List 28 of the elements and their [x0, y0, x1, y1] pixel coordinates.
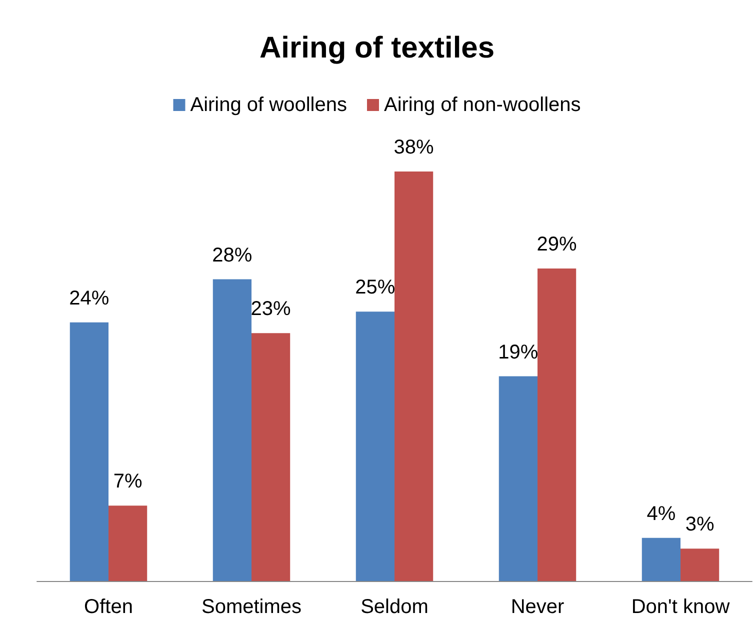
data-label: 25%: [355, 276, 396, 299]
data-label: 3%: [685, 514, 714, 536]
bar: [70, 322, 108, 581]
data-label: 29%: [536, 234, 578, 256]
bar: [680, 548, 720, 581]
x-tick-label: Don't know: [631, 596, 730, 618]
data-label: 28%: [212, 244, 252, 266]
bar: [642, 538, 680, 581]
bar: [356, 312, 394, 581]
bar: [498, 376, 538, 581]
data-label: 24%: [69, 287, 110, 310]
x-tick-label: Seldom: [360, 596, 428, 618]
legend-label: Airing of woollens: [190, 94, 347, 116]
bar: [108, 506, 148, 581]
data-label: 19%: [498, 341, 538, 364]
legend-label: Airing of non-woollens: [384, 94, 581, 116]
data-label: 38%: [394, 136, 434, 159]
x-tick-label: Never: [510, 596, 565, 618]
bar: [212, 279, 252, 581]
data-label: 4%: [646, 502, 676, 525]
x-tick-label: Often: [84, 596, 133, 618]
bar: [394, 172, 434, 581]
x-tick-label: Sometimes: [201, 596, 302, 618]
chart-title: Airing of textiles: [259, 32, 495, 64]
bar: [252, 333, 290, 581]
data-label: 7%: [113, 470, 142, 493]
data-label: 23%: [250, 298, 292, 320]
bar: [538, 268, 576, 581]
